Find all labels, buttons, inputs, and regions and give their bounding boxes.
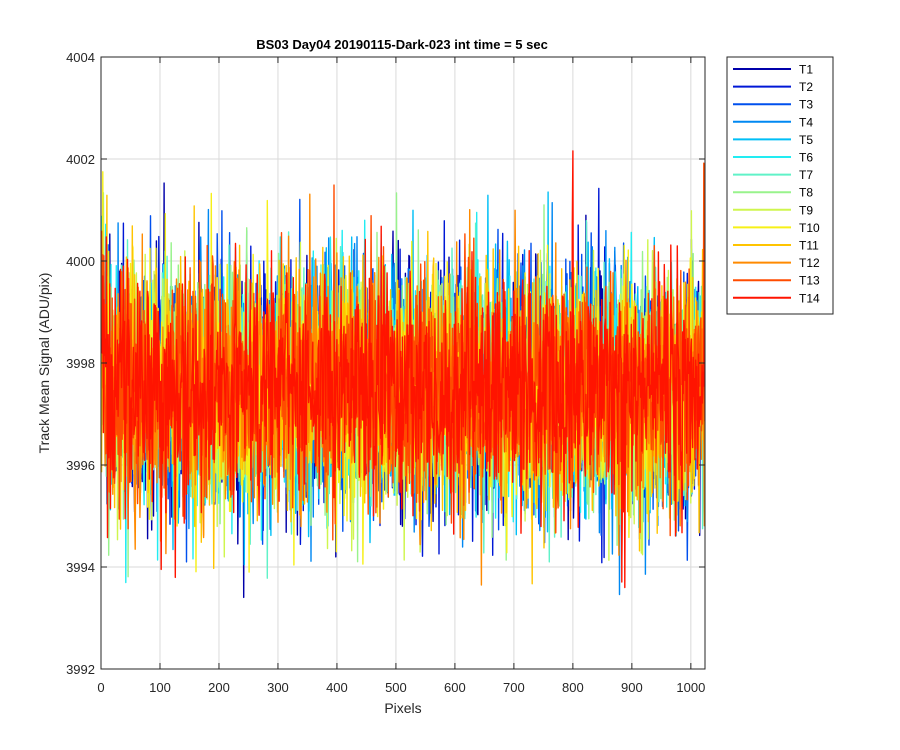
legend-label-t10: T10: [799, 221, 820, 235]
legend-label-t9: T9: [799, 203, 813, 217]
y-tick-label: 4002: [66, 152, 95, 167]
series-line-t14: [101, 150, 705, 589]
x-tick-label: 800: [562, 680, 584, 695]
y-axis-title: Track Mean Signal (ADU/pix): [36, 273, 52, 454]
x-tick-label: 900: [621, 680, 643, 695]
x-tick-label: 700: [503, 680, 525, 695]
x-tick-label: 0: [97, 680, 104, 695]
legend-label-t12: T12: [799, 256, 820, 270]
chart-title: BS03 Day04 20190115-Dark-023 int time = …: [256, 37, 548, 52]
x-tick-label: 200: [208, 680, 230, 695]
x-tick-label: 400: [326, 680, 348, 695]
legend-label-t2: T2: [799, 80, 813, 94]
x-tick-label: 600: [444, 680, 466, 695]
legend-label-t7: T7: [799, 168, 813, 182]
legend-label-t1: T1: [799, 63, 813, 77]
x-tick-label: 300: [267, 680, 289, 695]
x-tick-label: 1000: [676, 680, 705, 695]
y-tick-label: 3996: [66, 458, 95, 473]
legend-label-t3: T3: [799, 98, 813, 112]
legend-label-t6: T6: [799, 151, 813, 165]
legend-box: [726, 56, 834, 315]
x-tick-label: 500: [385, 680, 407, 695]
x-tick-label: 100: [149, 680, 171, 695]
x-axis-title: Pixels: [384, 700, 421, 716]
legend: T1 T2 T3 T4 T5 T6 T7 T8 T9 T10 T11 T12 T13 T14: [726, 56, 834, 315]
y-tick-label: 4004: [66, 50, 95, 65]
legend-label-t8: T8: [799, 186, 813, 200]
y-tick-label: 3994: [66, 560, 95, 575]
series-layer: [101, 150, 705, 599]
legend-label-t11: T11: [799, 239, 819, 253]
y-tick-label: 3998: [66, 356, 95, 371]
legend-label-t4: T4: [799, 115, 813, 129]
y-tick-label: 4000: [66, 254, 95, 269]
legend-label-t13: T13: [799, 274, 820, 288]
legend-label-t5: T5: [799, 133, 813, 147]
tick-layer: 0 100 200 300 400 500 600 700 800 900 1000 3992 3994…: [66, 50, 705, 695]
legend-label-t14: T14: [799, 291, 820, 305]
y-tick-label: 3992: [66, 662, 95, 677]
